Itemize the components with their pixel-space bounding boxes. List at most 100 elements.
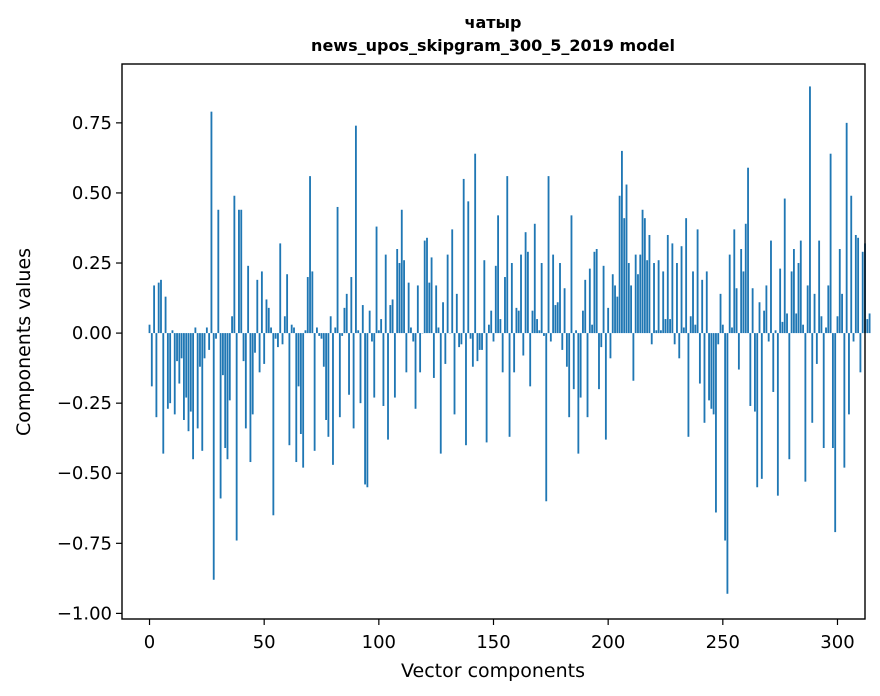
bar-84 [341,333,344,336]
bar-115 [412,333,415,342]
bar-17 [187,333,190,432]
bar-299 [834,333,837,533]
bar-112 [405,333,408,373]
bar-305 [848,333,850,415]
bar-169 [536,319,538,334]
bar-287 [806,285,809,334]
bar-217 [646,260,649,334]
bar-187 [577,333,580,454]
bar-2 [153,285,156,334]
bar-132 [451,229,454,334]
bar-216 [643,218,646,334]
bar-246 [712,333,715,415]
bar-9 [169,333,172,404]
bar-292 [818,240,821,334]
bar-29 [215,333,217,339]
bar-61 [288,333,291,446]
bar-231 [678,333,681,359]
x-tick-label: 300 [820,632,854,653]
bar-186 [575,330,577,334]
bar-240 [698,333,701,384]
bar-108 [396,249,399,334]
bar-188 [579,333,582,398]
bar-49 [260,271,263,334]
bar-302 [841,293,843,334]
bar-86 [345,293,348,334]
bar-189 [582,310,584,334]
bar-167 [531,310,534,334]
bar-90 [354,125,357,334]
bar-88 [350,277,353,334]
bar-247 [715,333,717,513]
bar-227 [669,319,671,334]
bar-45 [251,333,254,415]
bar-5 [160,279,162,334]
bar-233 [682,327,685,334]
bar-35 [228,333,231,401]
bar-310 [859,333,862,373]
bar-184 [570,215,573,334]
bar-204 [616,296,619,334]
bar-297 [829,153,832,334]
bar-273 [774,330,777,334]
bar-58 [281,333,284,345]
bar-271 [770,240,772,334]
bar-225 [664,319,667,334]
bar-89 [352,333,355,429]
bar-313 [866,319,869,334]
bar-249 [719,293,722,334]
bar-47 [256,279,259,334]
bar-237 [692,271,694,334]
bar-158 [510,263,513,334]
bar-110 [400,209,403,334]
bar-293 [820,316,823,334]
bar-133 [453,333,456,415]
y-tick-label: 0.25 [72,253,112,274]
bar-125 [435,285,438,334]
bar-212 [634,254,637,334]
bar-250 [721,324,724,334]
bar-177 [554,305,557,334]
bar-260 [744,223,747,334]
bar-136 [460,333,463,345]
bar-122 [428,282,431,334]
bar-199 [604,333,607,440]
bar-65 [297,333,300,387]
bar-113 [407,282,410,334]
bar-105 [389,305,392,334]
bar-34 [226,333,229,460]
bar-282 [795,313,798,334]
bar-162 [520,254,522,334]
bar-135 [458,333,461,348]
bar-52 [267,307,270,334]
bar-67 [302,333,305,468]
bar-7 [164,296,167,334]
bar-201 [609,333,612,359]
bar-241 [701,279,704,334]
bar-96 [368,310,371,334]
bar-94 [364,333,366,485]
bar-202 [611,274,614,334]
bar-213 [637,274,639,334]
bar-192 [588,268,591,334]
bar-291 [815,333,818,364]
bar-174 [547,176,550,334]
bar-33 [224,333,227,449]
bar-60 [286,274,289,334]
bar-36 [231,316,233,334]
bar-266 [758,302,761,334]
bar-24 [203,333,206,359]
bar-93 [361,305,364,334]
bar-13 [178,333,181,384]
bar-98 [373,333,376,398]
bar-104 [387,333,389,440]
bar-11 [173,333,176,415]
chart-title: чатыр [465,13,522,32]
bar-51 [265,299,268,334]
bar-257 [737,333,740,370]
bar-146 [483,260,486,334]
bar-74 [318,333,321,336]
bar-209 [627,263,630,334]
bar-159 [513,333,516,373]
